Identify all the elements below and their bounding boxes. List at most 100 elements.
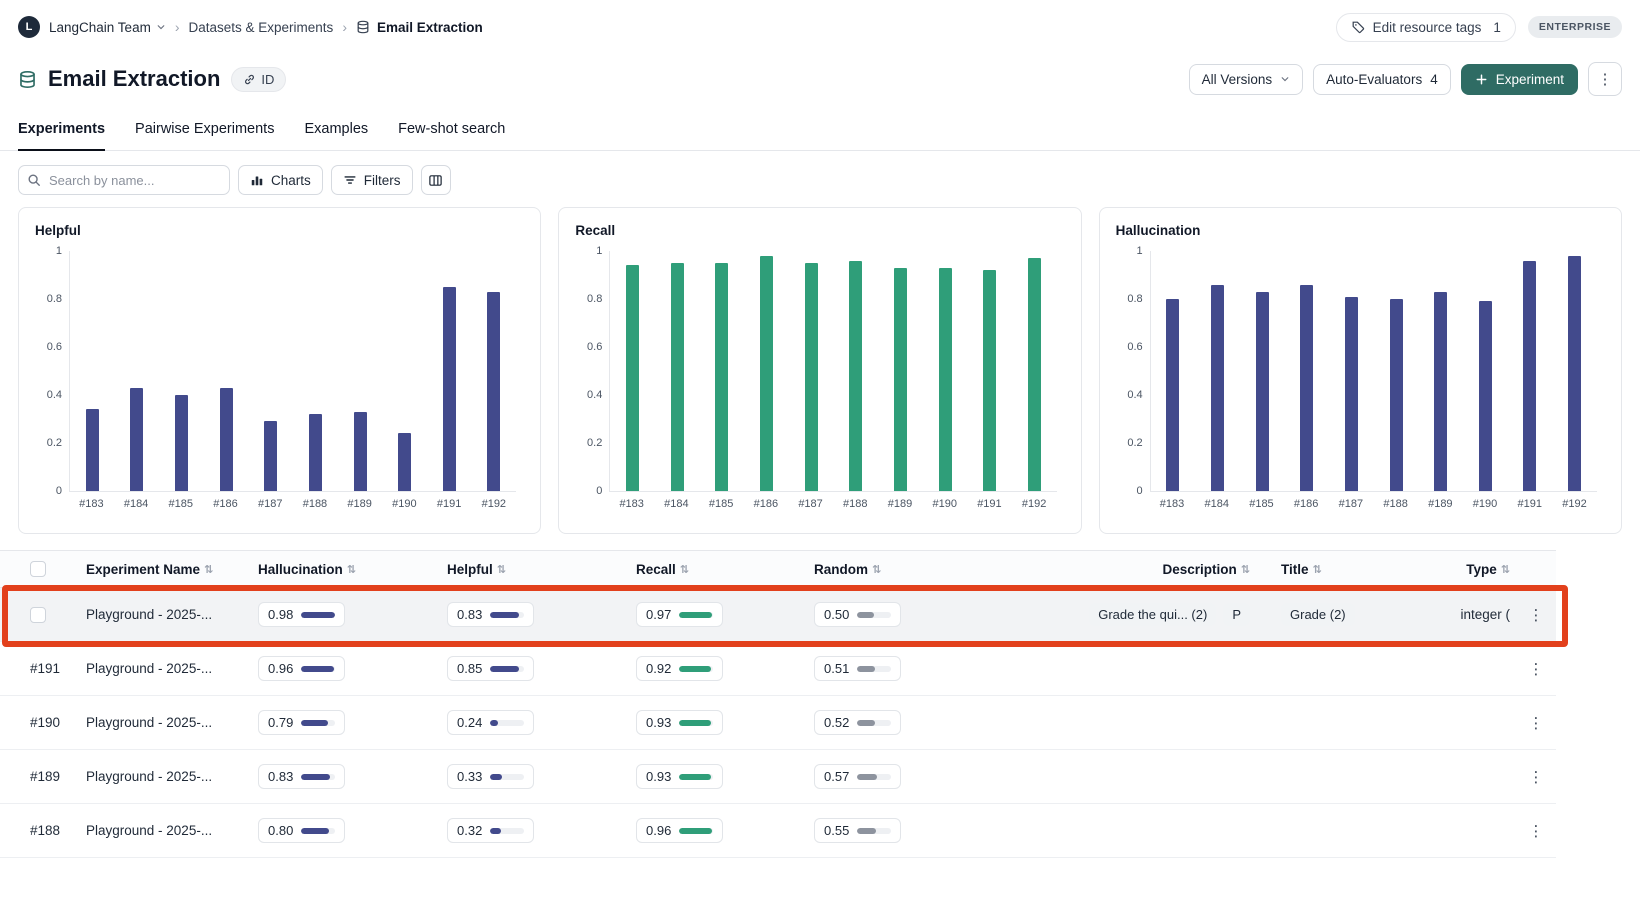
column-header-name[interactable]: Experiment Name ⇅ — [70, 562, 258, 577]
row-checkbox[interactable] — [30, 606, 46, 623]
table-row[interactable]: #190 Playground - 2025-... 0.79 0.24 0.93 0.5… — [0, 696, 1556, 750]
column-header-type[interactable]: Type ⇅ — [1416, 562, 1516, 577]
table-row[interactable]: #191 Playground - 2025-... 0.96 0.85 0.92 0.5… — [0, 642, 1556, 696]
tab-pairwise-experiments[interactable]: Pairwise Experiments — [135, 121, 275, 137]
team-switcher[interactable]: LangChain Team — [49, 20, 166, 35]
team-name: LangChain Team — [49, 19, 151, 35]
tab-experiments[interactable]: Experiments — [18, 112, 106, 151]
tab-bar: Experiments Pairwise Experiments Example… — [0, 112, 1640, 151]
select-all-cell — [0, 561, 70, 577]
experiment-name-link[interactable]: Playground - 2025-... — [86, 823, 213, 838]
new-experiment-button[interactable]: Experiment — [1460, 63, 1578, 95]
table-row[interactable]: #188 Playground - 2025-... 0.80 0.32 0.96 0.5… — [0, 804, 1556, 858]
description-chip[interactable]: Grade the qui... (2) — [1089, 603, 1217, 626]
columns-button[interactable] — [420, 165, 451, 195]
experiment-name-link[interactable]: Playground - 2025-... — [86, 607, 213, 622]
metric-value: 0.83 — [457, 607, 483, 622]
filters-button[interactable]: Filters — [330, 165, 413, 195]
chart-bars — [70, 251, 516, 491]
edit-resource-tags-button[interactable]: Edit resource tags 1 — [1335, 12, 1516, 42]
x-tick-label: #186 — [1293, 498, 1319, 510]
chart-bar — [626, 265, 640, 491]
row-actions-cell: ⋮ — [1516, 660, 1556, 678]
cell-helpful: 0.83 — [447, 602, 636, 627]
auto-evaluators-button[interactable]: Auto-Evaluators 4 — [1313, 63, 1451, 95]
metric-value: 0.80 — [268, 823, 294, 838]
search-icon — [27, 173, 41, 187]
column-header-description[interactable]: Description ⇅ — [984, 562, 1256, 577]
chart-bar — [938, 267, 952, 491]
page-menu-button[interactable]: ⋮ — [1588, 62, 1622, 96]
experiment-name-link[interactable]: Playground - 2025-... — [86, 661, 213, 676]
tab-few-shot-search[interactable]: Few-shot search — [398, 121, 506, 137]
metric-bar — [301, 665, 336, 672]
breadcrumb-current: Email Extraction — [356, 20, 483, 35]
metric-pill-hallucination: 0.80 — [258, 818, 346, 843]
column-header-random[interactable]: Random ⇅ — [814, 562, 984, 577]
row-menu-button[interactable]: ⋮ — [1528, 713, 1544, 732]
metric-value: 0.96 — [646, 823, 672, 838]
chart-card-recall: Recall 1 0.8 0.6 0.4 0.2 0 #183 #184 #185 #186 #187… — [558, 207, 1082, 534]
y-tick-label: 0 — [596, 485, 603, 497]
experiment-name-link[interactable]: Playground - 2025-... — [86, 769, 213, 784]
charts-toggle-button[interactable]: Charts — [238, 165, 323, 195]
table-row[interactable]: #189 Playground - 2025-... 0.83 0.33 0.93 0.5… — [0, 750, 1556, 804]
row-menu-button[interactable]: ⋮ — [1528, 659, 1544, 678]
page-header: Email Extraction ID All Versions Auto-Ev… — [0, 54, 1640, 112]
metric-value: 0.79 — [268, 715, 294, 730]
cell-random: 0.52 — [814, 710, 984, 735]
sort-icon[interactable]: ⇅ — [496, 562, 506, 576]
chart-x-labels: #183 #184 #185 #186 #187 #188 #189 #190 #191 #192 — [69, 498, 516, 510]
edit-tags-count: 1 — [1493, 19, 1501, 35]
breadcrumb-datasets[interactable]: Datasets & Experiments — [188, 19, 334, 35]
metric-value: 0.57 — [824, 769, 850, 784]
column-header-title[interactable]: Title ⇅ — [1256, 562, 1416, 577]
page-header-right: All Versions Auto-Evaluators 4 Experimen… — [1188, 62, 1622, 96]
sort-icon[interactable]: ⇅ — [204, 562, 214, 576]
team-avatar[interactable]: L — [18, 16, 40, 38]
sort-icon[interactable]: ⇅ — [1240, 562, 1250, 576]
chart-bar — [487, 291, 501, 491]
copy-id-button[interactable]: ID — [231, 66, 287, 92]
select-all-checkbox[interactable] — [30, 561, 46, 577]
row-actions-cell: ⋮ — [1516, 822, 1556, 840]
cell-random: 0.50 — [814, 602, 984, 627]
sort-icon[interactable]: ⇅ — [872, 562, 882, 576]
breadcrumb: L LangChain Team › Datasets & Experiment… — [18, 16, 483, 38]
tag-icon — [1351, 20, 1365, 34]
description-badge[interactable]: P — [1223, 603, 1250, 626]
x-tick-label: #192 — [1021, 498, 1047, 510]
auto-evaluators-label: Auto-Evaluators — [1326, 71, 1423, 87]
cell-helpful: 0.32 — [447, 818, 636, 843]
metric-pill-helpful: 0.83 — [447, 602, 535, 627]
bar-chart-icon — [250, 173, 264, 187]
chart-bar — [670, 263, 684, 491]
sort-icon[interactable]: ⇅ — [679, 562, 689, 576]
column-header-helpful[interactable]: Helpful ⇅ — [447, 562, 636, 577]
experiment-name-link[interactable]: Playground - 2025-... — [86, 715, 213, 730]
metric-pill-recall: 0.96 — [636, 818, 724, 843]
metric-value: 0.97 — [646, 607, 672, 622]
y-tick-label: 0 — [1136, 485, 1143, 497]
row-menu-button[interactable]: ⋮ — [1528, 767, 1544, 786]
chart-bar — [398, 433, 412, 491]
x-tick-label: #183 — [619, 498, 644, 510]
versions-dropdown[interactable]: All Versions — [1188, 63, 1304, 95]
sort-icon[interactable]: ⇅ — [1500, 562, 1510, 576]
table-row[interactable]: Playground - 2025-... 0.98 0.83 0.97 0.50 Gra… — [0, 588, 1556, 642]
row-menu-button[interactable]: ⋮ — [1528, 605, 1544, 624]
topbar-right: Edit resource tags 1 ENTERPRISE — [1335, 12, 1622, 42]
sort-icon[interactable]: ⇅ — [346, 562, 356, 576]
row-menu-button[interactable]: ⋮ — [1528, 821, 1544, 840]
column-header-hallucination[interactable]: Hallucination ⇅ — [258, 562, 447, 577]
column-header-recall[interactable]: Recall ⇅ — [636, 562, 814, 577]
charts-row: Helpful 1 0.8 0.6 0.4 0.2 0 #183 #184 #185 #186 #18… — [0, 205, 1640, 540]
search-input[interactable] — [18, 165, 230, 195]
sort-icon[interactable]: ⇅ — [1312, 562, 1322, 576]
title-chip[interactable]: Grade (2) — [1281, 603, 1355, 626]
chart-bar — [85, 409, 99, 491]
x-tick-label: #185 — [168, 498, 194, 510]
cell-random: 0.51 — [814, 656, 984, 681]
new-experiment-label: Experiment — [1495, 71, 1564, 87]
tab-examples[interactable]: Examples — [304, 121, 369, 137]
